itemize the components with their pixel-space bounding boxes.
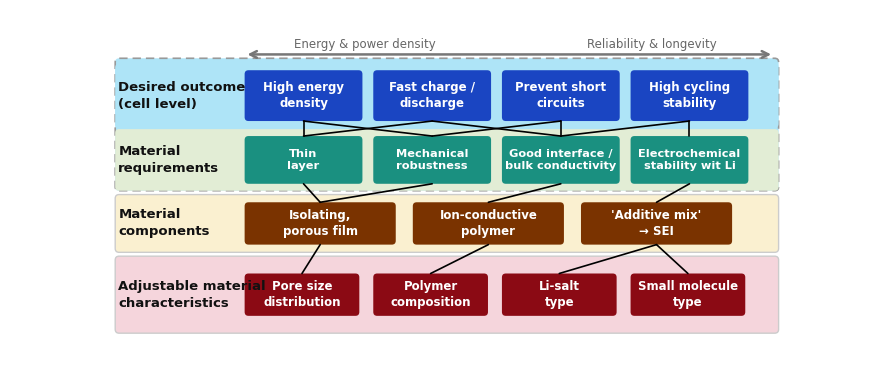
Text: Pore size
distribution: Pore size distribution [263, 280, 341, 309]
FancyBboxPatch shape [630, 136, 748, 184]
FancyBboxPatch shape [412, 202, 564, 245]
Text: Isolating,
porous film: Isolating, porous film [283, 209, 358, 238]
FancyBboxPatch shape [115, 58, 779, 191]
FancyBboxPatch shape [581, 202, 732, 245]
Text: High cycling
stability: High cycling stability [649, 81, 730, 110]
FancyBboxPatch shape [245, 202, 396, 245]
FancyBboxPatch shape [502, 70, 620, 121]
Text: High energy
density: High energy density [263, 81, 344, 110]
Text: Prevent short
circuits: Prevent short circuits [515, 81, 606, 110]
Text: 'Additive mix'
→ SEI: 'Additive mix' → SEI [611, 209, 702, 238]
FancyBboxPatch shape [502, 136, 620, 184]
Text: Small molecule
type: Small molecule type [637, 280, 738, 309]
FancyBboxPatch shape [115, 256, 779, 333]
FancyBboxPatch shape [245, 136, 363, 184]
Text: Desired outcome
(cell level): Desired outcome (cell level) [119, 81, 246, 111]
FancyBboxPatch shape [245, 273, 359, 316]
FancyBboxPatch shape [373, 136, 491, 184]
FancyBboxPatch shape [502, 273, 617, 316]
Text: Electrochemical
stability wit Li: Electrochemical stability wit Li [638, 149, 740, 171]
FancyBboxPatch shape [373, 70, 491, 121]
Text: Reliability & longevity: Reliability & longevity [587, 38, 717, 51]
Text: Thin
layer: Thin layer [288, 149, 320, 171]
FancyBboxPatch shape [373, 273, 488, 316]
FancyBboxPatch shape [115, 195, 779, 252]
FancyBboxPatch shape [630, 273, 746, 316]
FancyBboxPatch shape [245, 70, 363, 121]
Text: Material
requirements: Material requirements [119, 145, 220, 175]
Text: Fast charge /
discharge: Fast charge / discharge [389, 81, 475, 110]
FancyBboxPatch shape [115, 64, 779, 128]
Text: Energy & power density: Energy & power density [294, 38, 436, 51]
Text: Mechanical
robustness: Mechanical robustness [396, 149, 468, 171]
FancyBboxPatch shape [630, 70, 748, 121]
Text: Adjustable material
characteristics: Adjustable material characteristics [119, 280, 266, 310]
FancyBboxPatch shape [115, 129, 779, 191]
Text: Li-salt
type: Li-salt type [539, 280, 580, 309]
Text: Ion-conductive
polymer: Ion-conductive polymer [439, 209, 537, 238]
Text: Material
components: Material components [119, 208, 210, 239]
Text: Good interface /
bulk conductivity: Good interface / bulk conductivity [505, 149, 617, 171]
Text: Polymer
composition: Polymer composition [391, 280, 471, 309]
